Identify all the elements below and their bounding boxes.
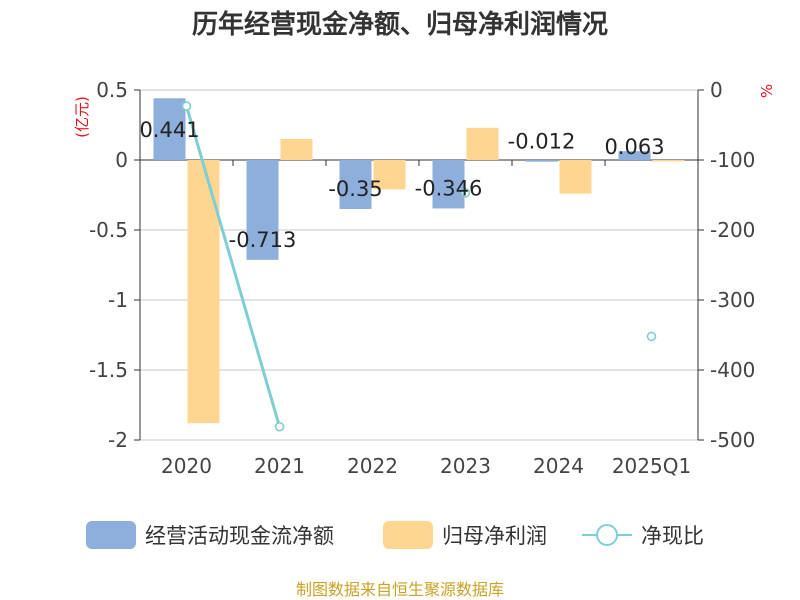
legend-cashflow-swatch	[86, 521, 136, 549]
ratio-point	[274, 421, 285, 432]
legend-netprofit-swatch	[383, 521, 433, 549]
bars	[153, 98, 685, 424]
legend-ratio-swatch-marker	[596, 524, 618, 546]
right-tick-label: 0	[710, 78, 723, 102]
ratio-segment	[185, 105, 281, 428]
data-labels: 0.441 -0.713 -0.35 -0.346 -0.012 0.063	[139, 118, 664, 252]
left-tick-label: -0.5	[89, 218, 128, 242]
cashflow-bar	[618, 151, 651, 160]
cashflow-bar	[525, 160, 558, 162]
right-axis-unit: %	[758, 84, 776, 98]
x-tick-label: 2023	[440, 454, 491, 478]
netprofit-bar	[652, 160, 685, 162]
legend-cashflow-label: 经营活动现金流净额	[145, 524, 334, 548]
axes: 0.5 0 -0.5 -1 -1.5 -2 0 -100 -200 -300 -400 -500 202…	[89, 78, 755, 478]
right-tick-label: -100	[710, 148, 755, 172]
netprofit-bar	[280, 139, 313, 160]
ratio-point	[181, 101, 192, 111]
left-axis-unit: (亿元)	[73, 96, 91, 138]
source-note: 制图数据来自恒生聚源数据库	[296, 580, 504, 599]
cashflow-value-label: 0.063	[604, 135, 664, 159]
ratio-point	[646, 331, 657, 342]
x-tick-label: 2020	[161, 454, 212, 478]
right-tick-label: -300	[710, 288, 755, 312]
ratio-point	[460, 188, 471, 198]
cashflow-value-label: -0.713	[229, 228, 297, 252]
legend-netprofit-label: 归母净利润	[442, 524, 547, 548]
right-tick-label: -400	[710, 358, 755, 382]
netprofit-bar	[559, 160, 592, 194]
x-tick-label: 2022	[347, 454, 398, 478]
left-tick-label: -1	[108, 288, 128, 312]
cashflow-value-label: -0.35	[328, 177, 382, 201]
right-tick-label: -200	[710, 218, 755, 242]
left-tick-label: -1.5	[89, 358, 128, 382]
chart-title: 历年经营现金净额、归母净利润情况	[192, 9, 608, 40]
cashflow-value-label: -0.346	[415, 176, 483, 200]
cashflow-bar	[339, 160, 372, 209]
x-tick-label: 2024	[533, 454, 584, 478]
cashflow-bar	[153, 98, 186, 160]
legend-ratio-label: 净现比	[641, 524, 704, 548]
legend: 经营活动现金流净额 归母净利润 净现比	[86, 521, 704, 549]
left-tick-label: 0.5	[96, 78, 128, 102]
x-tick-label: 2025Q1	[612, 454, 691, 478]
cashflow-bar	[432, 160, 465, 209]
left-tick-label: -2	[108, 428, 128, 452]
netprofit-bar	[373, 160, 406, 190]
cashflow-bar	[246, 160, 279, 260]
left-tick-label: 0	[115, 148, 128, 172]
ratio-line	[181, 101, 657, 432]
netprofit-bar	[466, 127, 499, 160]
cashflow-value-label: -0.012	[508, 130, 576, 154]
right-tick-label: -500	[710, 428, 755, 452]
cashflow-value-label: 0.441	[139, 118, 199, 142]
x-tick-label: 2021	[254, 454, 305, 478]
